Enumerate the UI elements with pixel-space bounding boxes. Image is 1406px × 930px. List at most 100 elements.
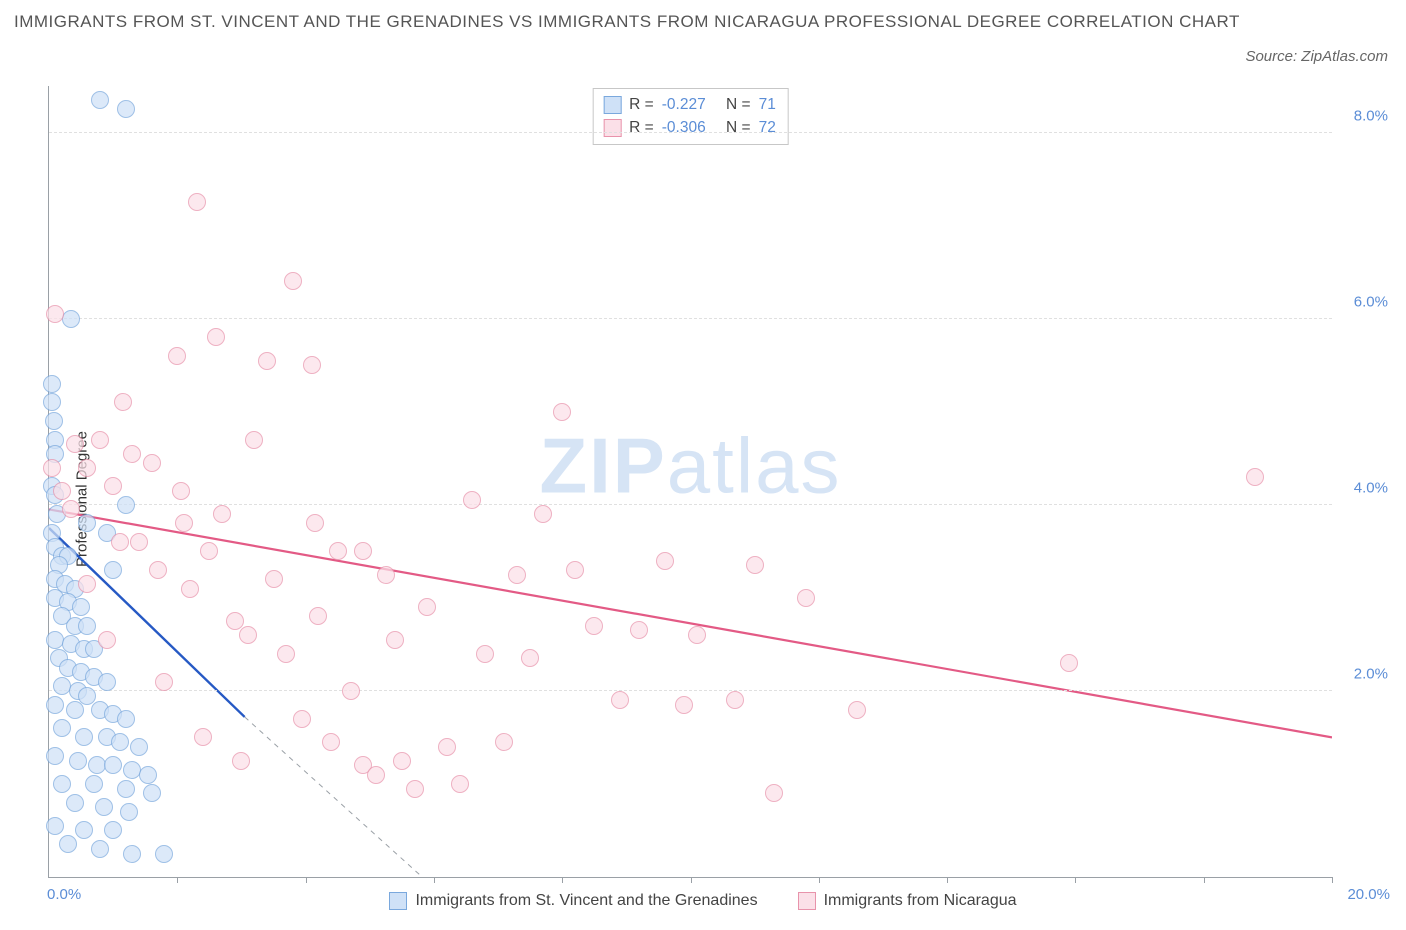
source-attribution: Source: ZipAtlas.com: [1245, 48, 1388, 65]
bottom-legend: Immigrants from St. Vincent and the Gren…: [14, 892, 1392, 910]
data-point: [495, 733, 513, 751]
grid-line: [49, 132, 1332, 133]
data-point: [62, 500, 80, 518]
legend-swatch: [603, 96, 621, 114]
data-point: [239, 626, 257, 644]
data-point: [53, 775, 71, 793]
data-point: [130, 738, 148, 756]
data-point: [386, 631, 404, 649]
data-point: [72, 598, 90, 616]
data-point: [765, 784, 783, 802]
data-point: [393, 752, 411, 770]
data-point: [377, 566, 395, 584]
legend-series-name: Immigrants from Nicaragua: [824, 892, 1017, 910]
legend-n-label: N =: [726, 116, 751, 139]
data-point: [521, 649, 539, 667]
plot-area: ZIPatlas 0.0% 20.0% R =-0.227 N =71R =-0…: [48, 86, 1332, 878]
data-point: [53, 482, 71, 500]
chart-container: Professional Degree ZIPatlas 0.0% 20.0% …: [14, 86, 1392, 912]
data-point: [78, 514, 96, 532]
data-point: [329, 542, 347, 560]
data-point: [451, 775, 469, 793]
data-point: [117, 100, 135, 118]
legend-r-label: R =: [629, 116, 654, 139]
data-point: [656, 552, 674, 570]
data-point: [43, 375, 61, 393]
data-point: [172, 482, 190, 500]
data-point: [1246, 468, 1264, 486]
data-point: [611, 691, 629, 709]
data-point: [46, 305, 64, 323]
data-point: [98, 673, 116, 691]
data-point: [213, 505, 231, 523]
data-point: [566, 561, 584, 579]
bottom-legend-item: Immigrants from St. Vincent and the Gren…: [389, 892, 757, 910]
data-point: [111, 533, 129, 551]
data-point: [181, 580, 199, 598]
data-point: [322, 733, 340, 751]
legend-r-label: R =: [629, 93, 654, 116]
data-point: [342, 682, 360, 700]
data-point: [476, 645, 494, 663]
data-point: [104, 477, 122, 495]
data-point: [91, 431, 109, 449]
data-point: [463, 491, 481, 509]
data-point: [53, 719, 71, 737]
data-point: [149, 561, 167, 579]
data-point: [367, 766, 385, 784]
data-point: [104, 756, 122, 774]
x-tick: [1204, 877, 1205, 883]
data-point: [139, 766, 157, 784]
data-point: [46, 817, 64, 835]
data-point: [75, 821, 93, 839]
x-tick: [819, 877, 820, 883]
data-point: [111, 733, 129, 751]
x-tick: [562, 877, 563, 883]
data-point: [585, 617, 603, 635]
legend-n-label: N =: [726, 93, 751, 116]
x-tick: [1332, 877, 1333, 883]
data-point: [675, 696, 693, 714]
legend-n-value: 71: [759, 93, 776, 116]
data-point: [688, 626, 706, 644]
y-tick-label: 8.0%: [1354, 107, 1388, 124]
data-point: [406, 780, 424, 798]
data-point: [284, 272, 302, 290]
legend-swatch: [389, 892, 407, 910]
legend-stats-box: R =-0.227 N =71R =-0.306 N =72: [592, 88, 789, 145]
data-point: [553, 403, 571, 421]
y-tick-label: 6.0%: [1354, 293, 1388, 310]
grid-line: [49, 690, 1332, 691]
data-point: [534, 505, 552, 523]
data-point: [78, 459, 96, 477]
data-point: [293, 710, 311, 728]
data-point: [117, 710, 135, 728]
data-point: [746, 556, 764, 574]
chart-title: IMMIGRANTS FROM ST. VINCENT AND THE GREN…: [14, 6, 1240, 38]
data-point: [797, 589, 815, 607]
data-point: [508, 566, 526, 584]
legend-stat-row: R =-0.227 N =71: [603, 93, 776, 116]
data-point: [194, 728, 212, 746]
legend-stat-row: R = -0.306 N = 72: [603, 116, 776, 139]
y-tick-label: 2.0%: [1354, 665, 1388, 682]
data-point: [303, 356, 321, 374]
legend-swatch: [603, 119, 621, 137]
data-point: [277, 645, 295, 663]
data-point: [66, 701, 84, 719]
legend-series-name: Immigrants from St. Vincent and the Gren…: [415, 892, 757, 910]
grid-line: [49, 318, 1332, 319]
legend-r-value: -0.306: [662, 116, 706, 139]
data-point: [168, 347, 186, 365]
data-point: [75, 728, 93, 746]
data-point: [143, 784, 161, 802]
legend-n-value: 72: [759, 116, 776, 139]
data-point: [155, 673, 173, 691]
data-point: [143, 454, 161, 472]
data-point: [245, 431, 263, 449]
data-point: [114, 393, 132, 411]
watermark-zip: ZIP: [539, 421, 666, 509]
grid-line: [49, 504, 1332, 505]
data-point: [120, 803, 138, 821]
data-point: [66, 435, 84, 453]
